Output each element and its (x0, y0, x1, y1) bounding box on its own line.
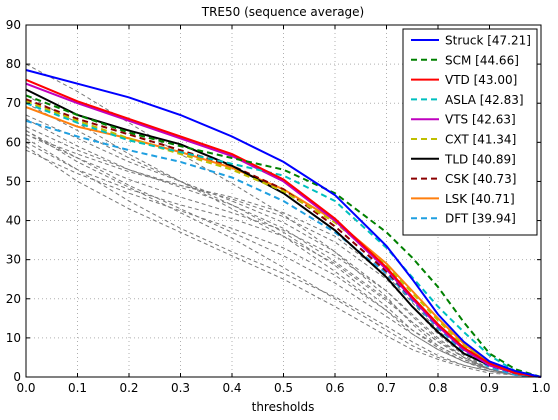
axis-ticks: 0.0 0.1 0.2 0.3 0.4 0.5 0.6 0.7 0.8 0.9 1.0 0 10 20 30… (6, 18, 551, 395)
x-axis-label: thresholds (252, 400, 315, 414)
background-series-line (25, 134, 542, 378)
legend-label: VTS [42.63] (445, 113, 516, 127)
background-series-line (25, 145, 542, 378)
legend-label: LSK [40.71] (445, 192, 515, 206)
series-line (25, 82, 542, 378)
legend-label: Struck [47.21] (445, 34, 531, 48)
series-line (25, 94, 542, 378)
x-tick-label: 1.0 (531, 381, 550, 395)
x-tick-label: 0.1 (68, 381, 87, 395)
x-tick-label: 0.3 (171, 381, 190, 395)
background-series-line (25, 149, 542, 378)
background-series-line (25, 118, 542, 378)
background-series-line (25, 126, 542, 378)
y-tick-label: 50 (6, 174, 21, 188)
y-tick-label: 70 (6, 96, 21, 110)
background-series-line (25, 114, 542, 378)
y-tick-label: 30 (6, 253, 21, 267)
y-tick-label: 10 (6, 331, 21, 345)
background-series-line (25, 130, 542, 378)
series-line (25, 102, 542, 378)
background-series-line (25, 94, 542, 378)
y-tick-label: 20 (6, 292, 21, 306)
legend-label: SCM [44.66] (445, 53, 519, 67)
y-tick-label: 0 (13, 370, 21, 384)
legend: Struck [47.21] SCM [44.66] VTD [43.00] ASLA… (402, 28, 538, 236)
legend-label: DFT [39.94] (445, 212, 516, 226)
y-tick-label: 60 (6, 135, 21, 149)
x-tick-label: 0.7 (377, 381, 396, 395)
legend-label: VTD [43.00] (445, 73, 517, 87)
legend-label: TLD [40.89] (444, 152, 516, 166)
x-tick-label: 0.5 (274, 381, 293, 395)
x-tick-label: 0.0 (16, 381, 35, 395)
y-tick-label: 80 (6, 57, 21, 71)
legend-label: CSK [40.73] (445, 172, 516, 186)
background-series-line (25, 102, 542, 378)
legend-label: CXT [41.34] (445, 133, 516, 147)
x-tick-label: 0.8 (428, 381, 447, 395)
x-tick-label: 0.4 (222, 381, 241, 395)
x-tick-label: 0.9 (480, 381, 499, 395)
legend-box (402, 28, 538, 236)
y-tick-label: 40 (6, 214, 21, 228)
series-line (25, 69, 542, 378)
y-tick-label: 90 (6, 18, 21, 32)
x-tick-label: 0.2 (119, 381, 138, 395)
series-line (25, 78, 542, 378)
background-series (25, 63, 542, 378)
x-tick-label: 0.6 (325, 381, 344, 395)
legend-label: ASLA [42.83] (445, 93, 524, 107)
chart-title: TRE50 (sequence average) (201, 5, 364, 19)
series-lines (25, 69, 542, 378)
